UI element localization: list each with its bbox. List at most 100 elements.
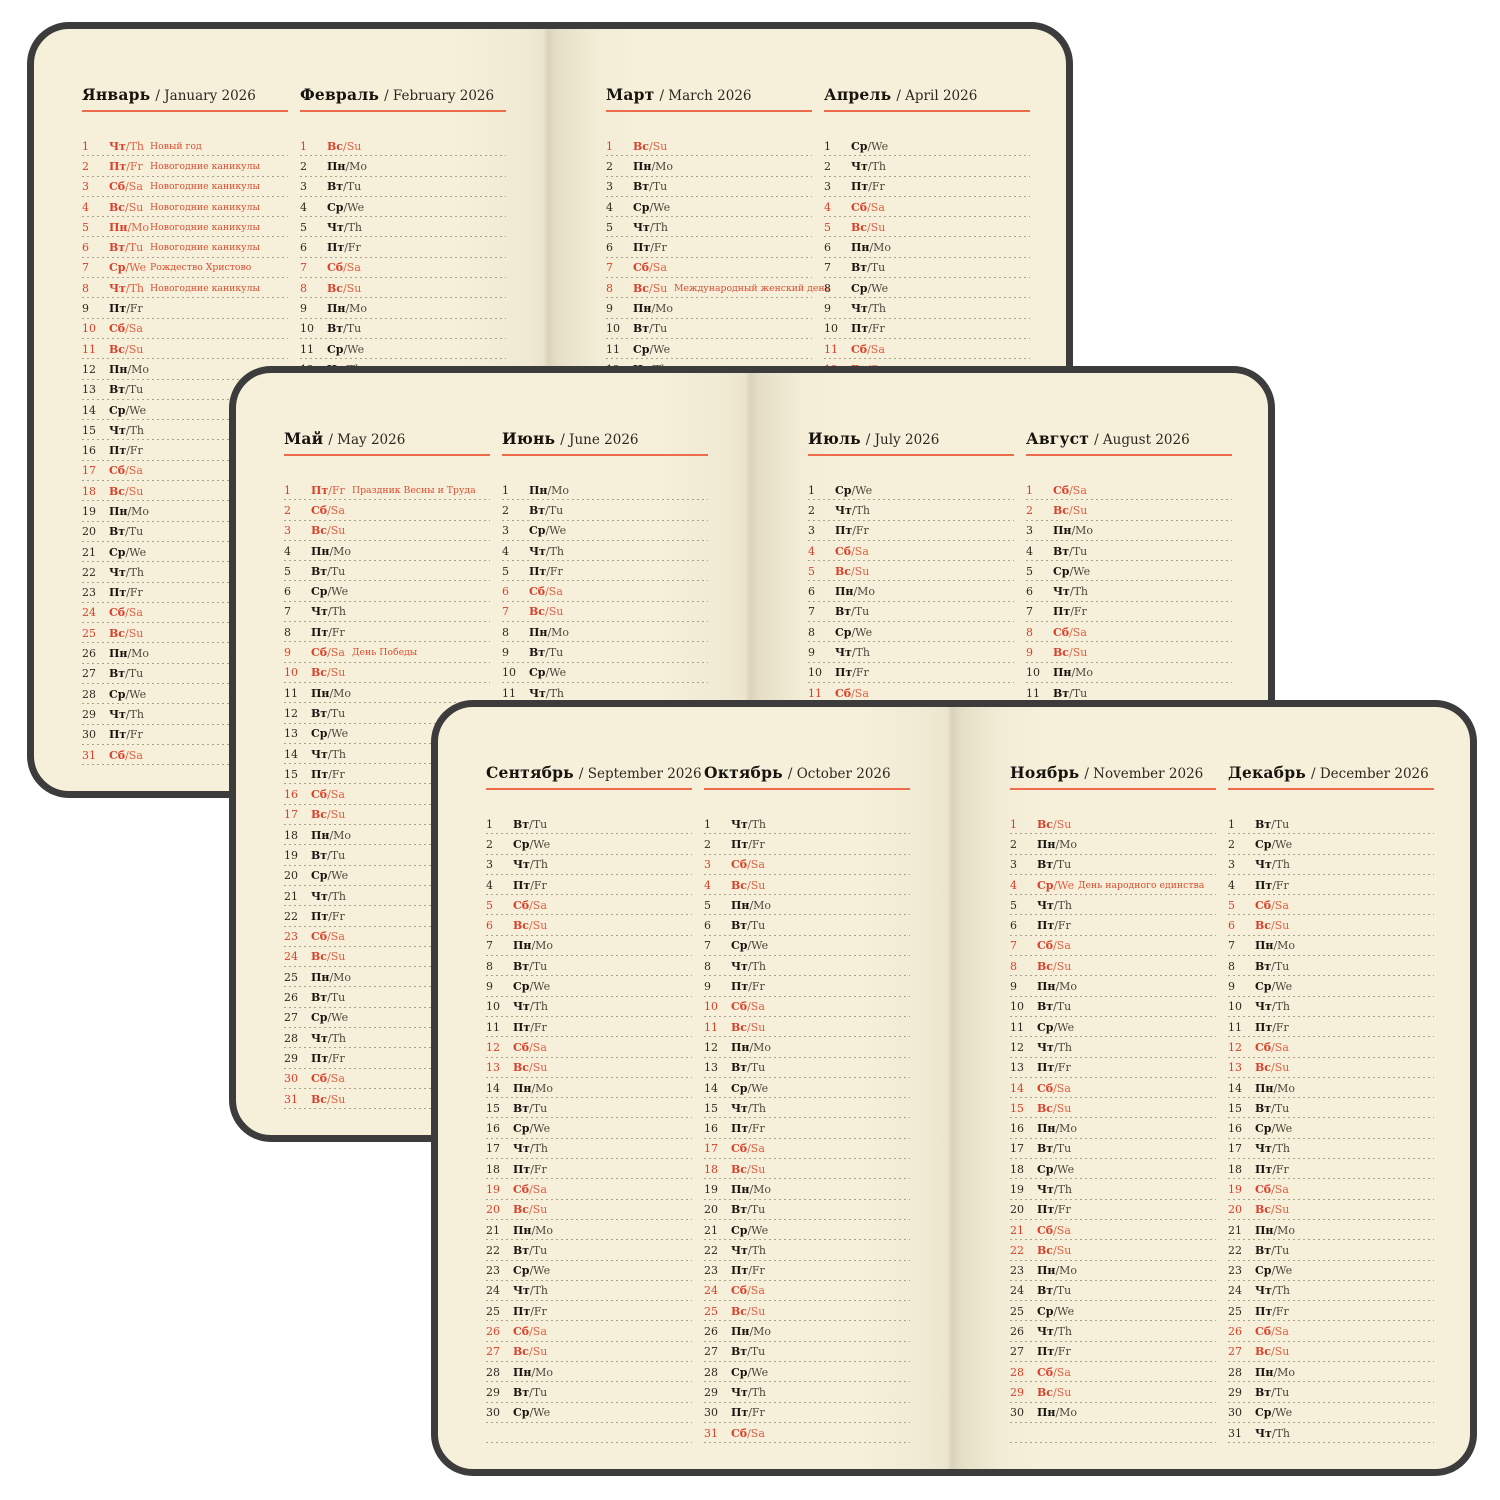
weekday-en: /Th bbox=[343, 220, 363, 234]
day-number: 3 bbox=[502, 524, 509, 538]
weekday-ru: Вс bbox=[1255, 919, 1271, 933]
weekday-en: /Mo bbox=[869, 241, 892, 255]
weekday: Пн/Mo bbox=[731, 1325, 772, 1338]
weekday: Пн/Mo bbox=[529, 484, 570, 497]
weekday: Ср/We bbox=[109, 404, 150, 417]
weekday: Чт/Th bbox=[633, 221, 674, 234]
weekday-ru: Чт bbox=[1255, 858, 1272, 872]
month-name-en: / March 2026 bbox=[659, 88, 752, 104]
day-row-september-21: 21 Пн/Mo bbox=[486, 1219, 692, 1241]
day-row-july-11: 11 Сб/Sa bbox=[808, 682, 1014, 704]
day-row-may-5: 5 Вт/Tu bbox=[284, 561, 490, 582]
day-number: 3 bbox=[486, 858, 493, 872]
weekday-ru: Пн bbox=[633, 159, 652, 173]
weekday-ru: Пн bbox=[311, 686, 330, 700]
weekday-en: /Fr bbox=[530, 1162, 547, 1176]
weekday-ru: Вт bbox=[109, 525, 126, 539]
weekday-en: /We bbox=[545, 666, 567, 680]
holiday-label: Новогодние каникулы bbox=[150, 221, 260, 233]
weekday: Ср/We bbox=[109, 546, 150, 559]
weekday-en: /Sa bbox=[125, 322, 143, 336]
day-row-october-29: 29 Чт/Th bbox=[704, 1382, 910, 1403]
weekday: Сб/Sa bbox=[1037, 1366, 1078, 1379]
weekday: Сб/Sa bbox=[835, 545, 876, 558]
weekday-en: /Sa bbox=[529, 898, 547, 912]
weekday-ru: Чт bbox=[311, 605, 328, 619]
weekday: Сб/Sa bbox=[731, 1427, 772, 1440]
weekday: Пн/Mo bbox=[633, 302, 674, 315]
weekday: Пт/Fr bbox=[731, 1264, 772, 1277]
day-number: 21 bbox=[1228, 1223, 1242, 1237]
day-number: 30 bbox=[704, 1406, 718, 1420]
day-row-september-11: 11 Пт/Fr bbox=[486, 1016, 692, 1038]
month-rows-march: 1 Вс/Su 2 Пн/Mo 3 Вт/Tu 4 Ср/We 5 Чт/Th 6 Пт/Fr 7 Сб/… bbox=[606, 136, 830, 400]
day-number: 1 bbox=[704, 817, 711, 831]
weekday-ru: Чт bbox=[109, 139, 126, 153]
weekday: Вс/Su bbox=[327, 140, 368, 153]
holiday-label: Международный женский день bbox=[674, 282, 830, 294]
weekday-en: /Mo bbox=[329, 970, 352, 984]
day-row-october-21: 21 Ср/We bbox=[704, 1219, 910, 1241]
day-row-august-4: 4 Вт/Tu bbox=[1026, 540, 1232, 562]
day-number: 9 bbox=[606, 302, 613, 316]
day-row-december-31: 31 Чт/Th bbox=[1228, 1422, 1434, 1444]
day-row-october-17: 17 Сб/Sa bbox=[704, 1138, 910, 1160]
month-name-ru: Ноябрь bbox=[1010, 763, 1080, 782]
day-number: 10 bbox=[486, 1000, 500, 1014]
month-name-en: / August 2026 bbox=[1094, 432, 1190, 448]
day-number: 26 bbox=[1228, 1325, 1242, 1339]
weekday-ru: Пт bbox=[1037, 1203, 1055, 1217]
weekday-en: /Mo bbox=[1273, 1081, 1296, 1095]
weekday: Ср/We bbox=[1037, 1305, 1078, 1318]
weekday-ru: Ср bbox=[731, 939, 748, 953]
day-row-june-10: 10 Ср/We bbox=[502, 662, 708, 683]
weekday-en: /Sa bbox=[343, 261, 361, 275]
weekday-en: /Fr bbox=[748, 1406, 765, 1420]
weekday: Пт/Fr bbox=[731, 1406, 772, 1419]
weekday-en: /Su bbox=[1053, 1101, 1072, 1115]
day-row-december-17: 17 Чт/Th bbox=[1228, 1138, 1434, 1160]
weekday-ru: Чт bbox=[1255, 1426, 1272, 1440]
weekday-en: /Fr bbox=[126, 586, 143, 600]
weekday: Пт/Fr bbox=[311, 484, 352, 497]
day-row-february-11: 11 Ср/We bbox=[300, 338, 506, 360]
day-number: 3 bbox=[606, 180, 613, 194]
weekday: Чт/Th bbox=[1255, 1000, 1296, 1013]
weekday-en: /Su bbox=[649, 281, 668, 295]
day-number: 10 bbox=[82, 322, 96, 336]
weekday-en: /Th bbox=[125, 707, 145, 721]
weekday: Пн/Mo bbox=[851, 241, 892, 254]
day-number: 29 bbox=[704, 1385, 718, 1399]
day-number: 11 bbox=[1026, 686, 1040, 700]
weekday: Сб/Sa bbox=[1053, 626, 1094, 639]
day-row-january-12: 12 Пн/Mo bbox=[82, 359, 288, 380]
day-number: 20 bbox=[1010, 1203, 1024, 1217]
month-december: Декабрь / December 2026 1 Вт/Tu 2 Ср/We 3 Чт/Th… bbox=[1228, 765, 1434, 1444]
weekday-en: /We bbox=[747, 939, 769, 953]
day-number: 12 bbox=[486, 1040, 500, 1054]
weekday: Чт/Th bbox=[1255, 858, 1296, 871]
weekday-en: /We bbox=[747, 1365, 769, 1379]
day-row-june-11: 11 Чт/Th bbox=[502, 682, 708, 704]
weekday-en: /Fr bbox=[1054, 919, 1071, 933]
weekday-en: /Mo bbox=[1273, 939, 1296, 953]
day-number: 3 bbox=[824, 180, 831, 194]
day-number: 8 bbox=[808, 625, 815, 639]
weekday-en: /Su bbox=[1069, 646, 1088, 660]
day-number: 12 bbox=[704, 1040, 718, 1054]
weekday: Ср/We bbox=[1255, 980, 1296, 993]
day-row-december-14: 14 Пн/Mo bbox=[1228, 1077, 1434, 1099]
weekday-ru: Вт bbox=[109, 667, 126, 681]
weekday: Сб/Sa bbox=[109, 180, 150, 193]
weekday-ru: Вт bbox=[1037, 1142, 1054, 1156]
weekday-ru: Вс bbox=[513, 919, 529, 933]
weekday-ru: Сб bbox=[109, 464, 126, 478]
weekday-ru: Вс bbox=[109, 200, 125, 214]
weekday-en: /We bbox=[1271, 1406, 1293, 1420]
holiday-label: День Победы bbox=[352, 647, 418, 659]
weekday-ru: Чт bbox=[513, 858, 530, 872]
day-number: 2 bbox=[824, 159, 831, 173]
weekday-ru: Пн bbox=[109, 504, 128, 518]
day-number: 26 bbox=[704, 1325, 718, 1339]
month-rows-july: 1 Ср/We 2 Чт/Th 3 Пт/Fr 4 Сб/Sa 5 Вс/Su 6 Пн/Mo 7 Вт/… bbox=[808, 480, 1014, 724]
